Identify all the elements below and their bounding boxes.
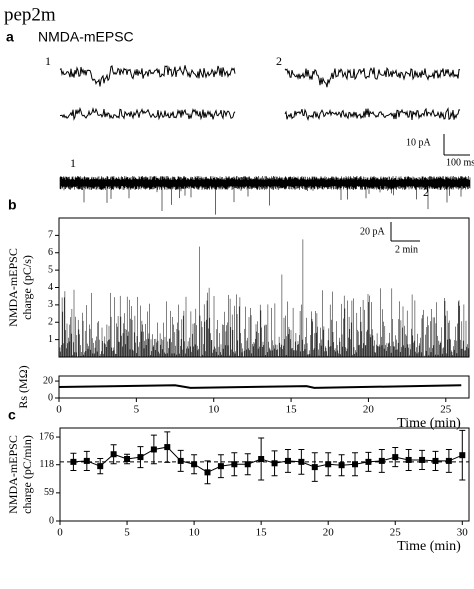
marker xyxy=(432,457,439,464)
trace-label: 1 xyxy=(45,54,51,68)
plot-frame xyxy=(58,217,470,358)
trace-label: 1 xyxy=(70,156,76,170)
y-tick-label: 176 xyxy=(39,431,54,442)
y-tick-label: 118 xyxy=(39,459,54,470)
marker xyxy=(459,452,466,459)
marker xyxy=(83,457,90,464)
marker xyxy=(217,463,224,470)
marker xyxy=(177,457,184,464)
marker xyxy=(150,446,157,453)
long-trace xyxy=(59,176,471,215)
y-tick-label: 0 xyxy=(49,515,54,526)
data-line xyxy=(73,446,463,473)
marker xyxy=(405,456,412,463)
y-tick-label: 59 xyxy=(44,487,54,498)
trace-label: 2 xyxy=(276,54,282,68)
y-tick-label: 4 xyxy=(48,282,53,293)
figure-title: pep2m xyxy=(4,4,56,25)
marker xyxy=(378,457,385,464)
scale-label: 100 ms xyxy=(446,157,474,168)
marker xyxy=(164,444,171,451)
panel-label: c xyxy=(8,407,16,423)
scale-label: 10 pA xyxy=(406,137,432,148)
marker xyxy=(445,457,452,464)
x-tick-label: 15 xyxy=(256,527,268,539)
marker xyxy=(191,461,198,468)
y-tick-label: 1 xyxy=(48,334,53,345)
marker xyxy=(365,458,372,465)
y-axis-label: charge (pC/s) xyxy=(20,255,34,320)
panel-label: b xyxy=(8,197,17,213)
x-tick-label: 10 xyxy=(208,404,220,416)
marker xyxy=(231,461,238,468)
marker xyxy=(311,464,318,471)
x-tick-label: 10 xyxy=(189,527,201,539)
data-line xyxy=(58,384,462,389)
marker xyxy=(352,461,359,468)
y-tick-label: 20 xyxy=(43,375,53,386)
marker xyxy=(97,463,104,470)
x-axis-label: Time (min) xyxy=(397,416,461,431)
panel-label: a xyxy=(6,29,14,45)
x-tick-label: 5 xyxy=(134,404,140,416)
marker xyxy=(338,462,345,469)
y-tick-label: 3 xyxy=(48,299,53,310)
scale-label: 2 min xyxy=(395,244,418,255)
marker xyxy=(244,461,251,468)
trace xyxy=(284,106,461,121)
x-tick-label: 15 xyxy=(286,404,298,416)
y-tick-label: 6 xyxy=(48,247,53,258)
trace xyxy=(59,65,236,87)
x-tick-label: 0 xyxy=(57,527,63,539)
x-tick-label: 25 xyxy=(390,527,402,539)
x-tick-label: 20 xyxy=(323,527,335,539)
y-axis-label: NMDA-mEPSC xyxy=(6,248,20,327)
trace-label: 2 xyxy=(423,185,429,199)
x-axis-label: Time (min) xyxy=(397,539,461,554)
marker xyxy=(70,458,77,465)
y-axis-label: NMDA-mEPSC xyxy=(6,435,20,514)
marker xyxy=(325,461,332,468)
marker xyxy=(392,454,399,461)
x-tick-label: 30 xyxy=(457,527,469,539)
y-tick-label: 0 xyxy=(48,392,53,403)
scale-label: 20 pA xyxy=(360,226,386,237)
marker xyxy=(271,460,278,467)
marker xyxy=(110,451,117,458)
x-tick-label: 25 xyxy=(440,404,452,416)
y-tick-label: 7 xyxy=(48,230,53,241)
x-tick-label: 0 xyxy=(56,404,62,416)
marker xyxy=(419,456,426,463)
y-tick-label: 5 xyxy=(48,264,53,275)
y-tick-label: 2 xyxy=(48,317,53,328)
y-axis-label: charge (pC/min) xyxy=(20,435,34,514)
marker xyxy=(204,469,211,476)
marker xyxy=(298,458,305,465)
y-axis-label: Rs (MΩ) xyxy=(16,365,30,408)
x-tick-label: 5 xyxy=(124,527,130,539)
marker xyxy=(124,456,131,462)
x-tick-label: 20 xyxy=(363,404,375,416)
charge-trace xyxy=(59,239,470,357)
trace xyxy=(60,106,236,121)
marker xyxy=(284,457,291,464)
marker xyxy=(137,454,144,461)
marker xyxy=(258,456,265,462)
panel-title: NMDA-mEPSC xyxy=(38,29,134,45)
plot-frame xyxy=(59,427,470,522)
trace xyxy=(284,67,461,88)
